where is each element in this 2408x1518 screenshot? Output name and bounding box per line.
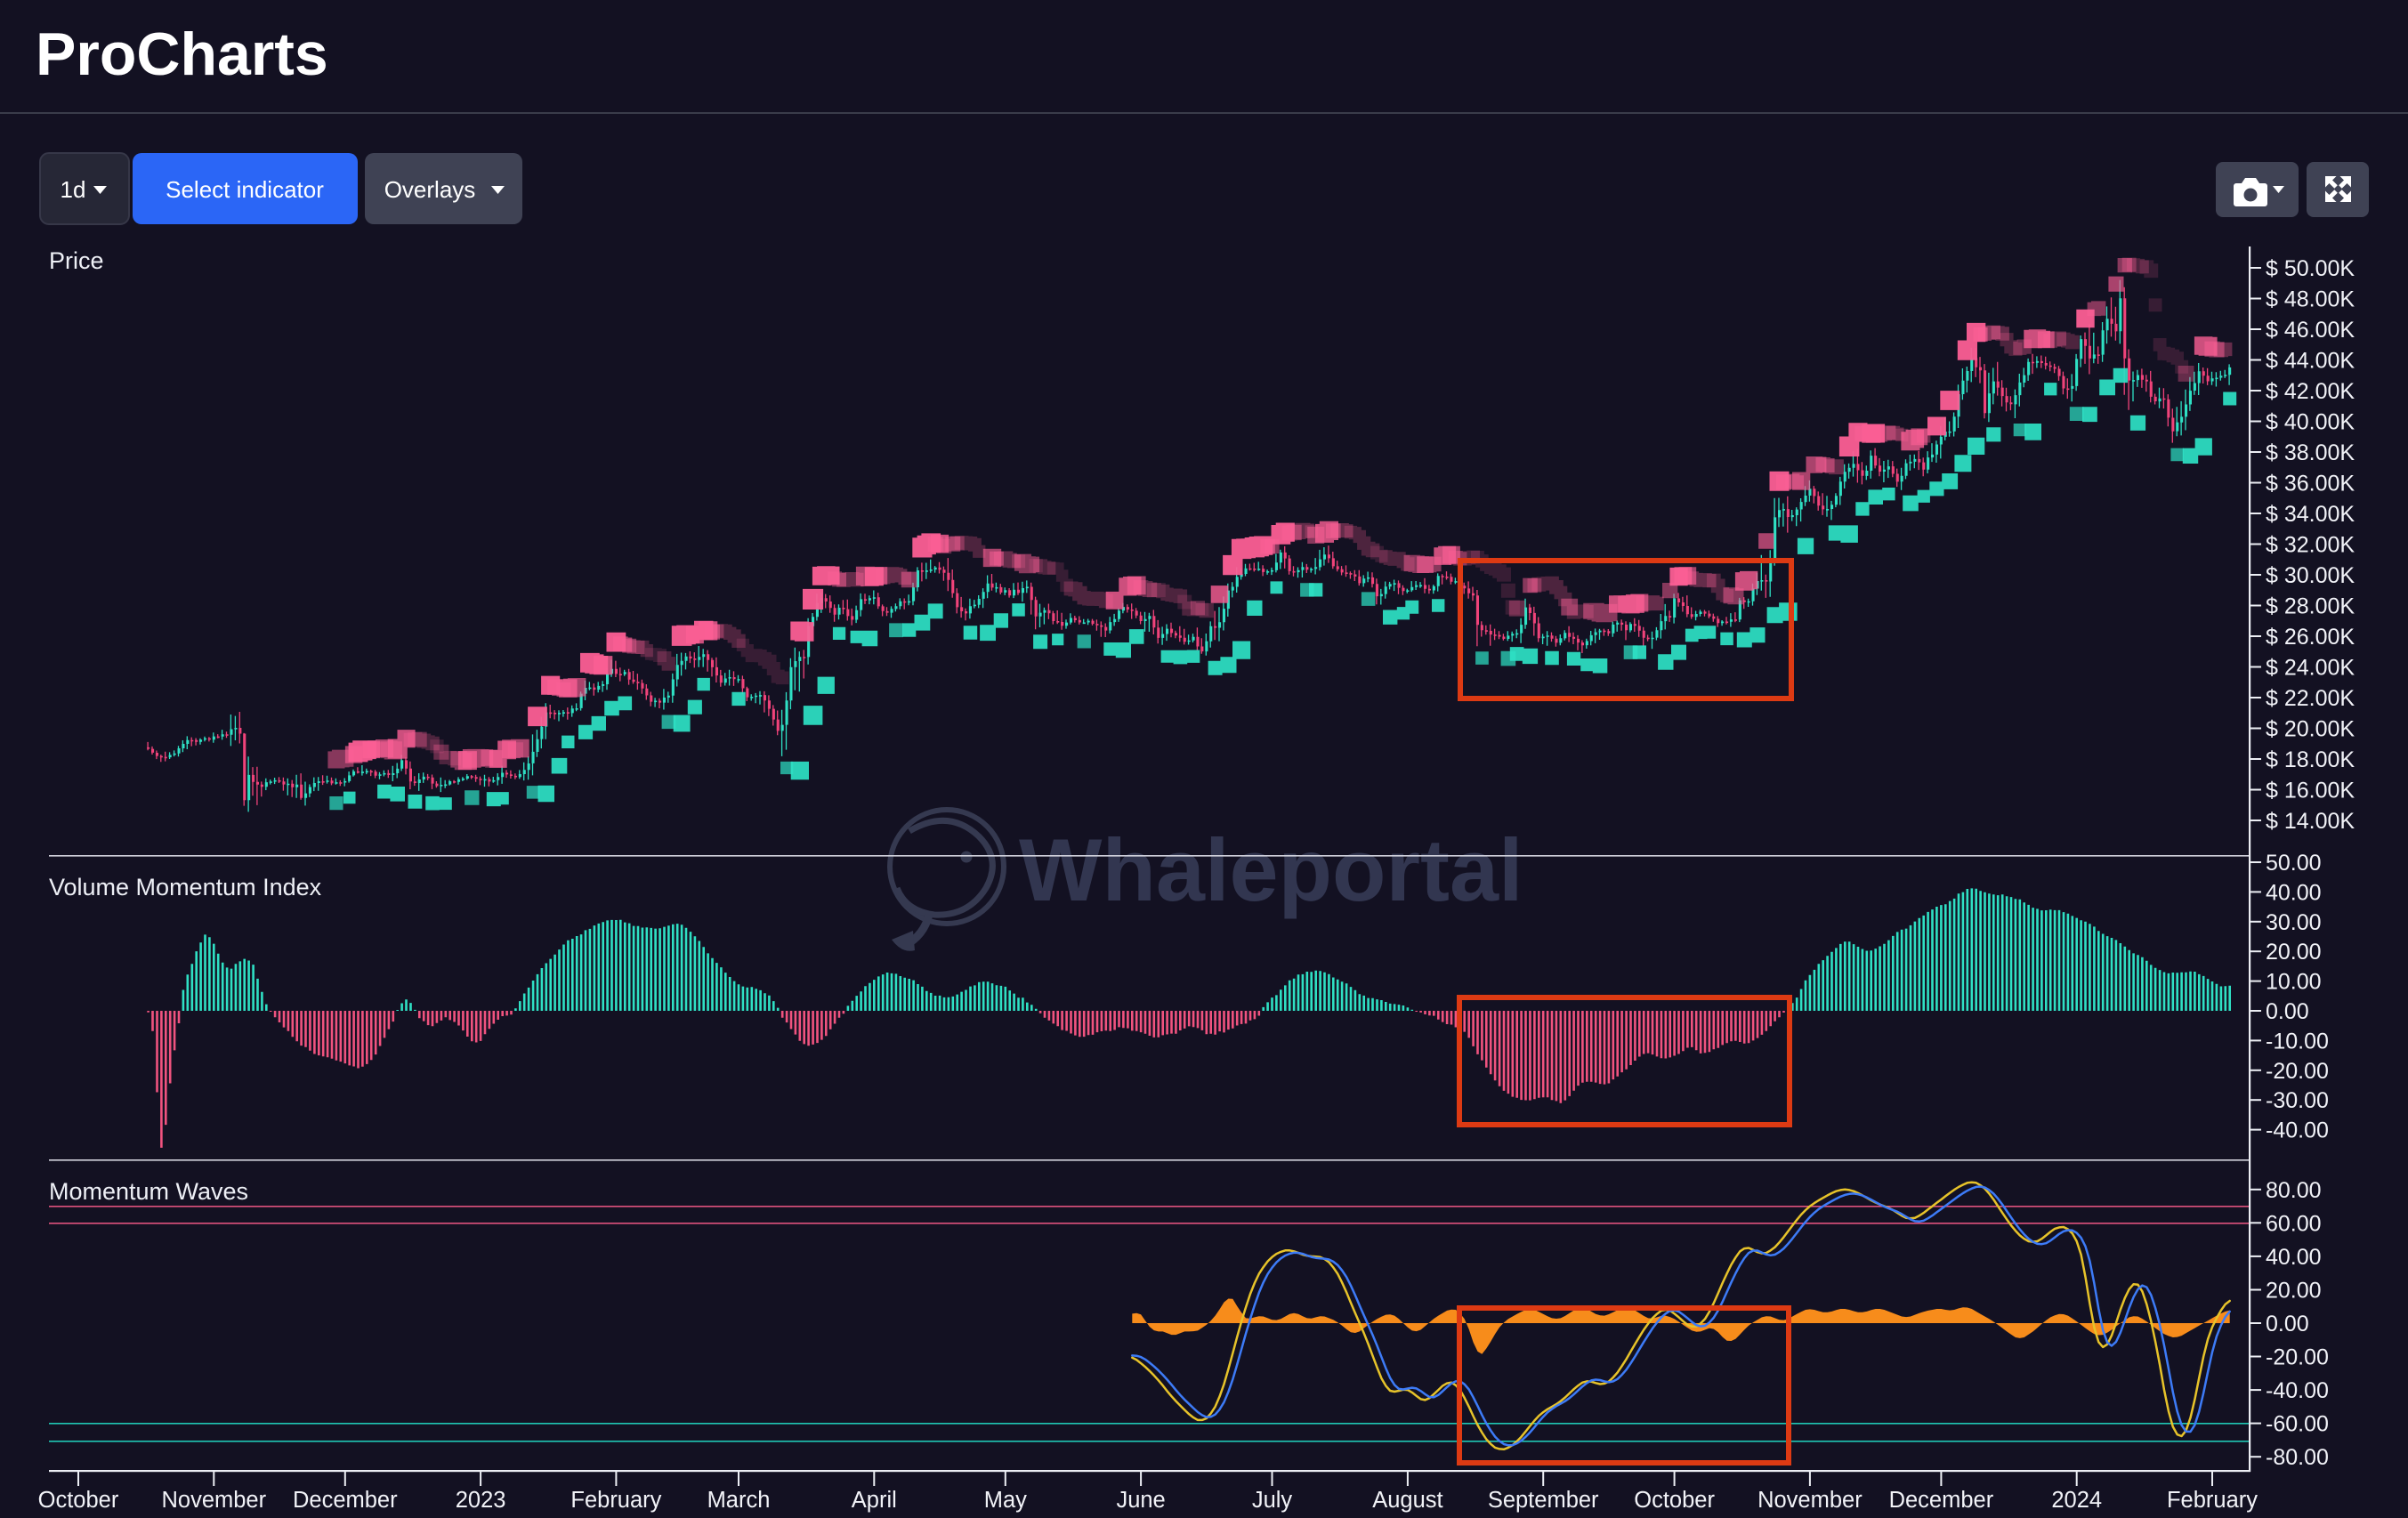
svg-text:Whaleportal: Whaleportal (1019, 820, 1523, 919)
svg-text:60.00: 60.00 (2266, 1211, 2322, 1236)
svg-text:0.00: 0.00 (2266, 1312, 2309, 1336)
svg-text:August: August (1372, 1488, 1442, 1513)
svg-text:$ 32.00K: $ 32.00K (2266, 533, 2355, 558)
svg-text:October: October (38, 1488, 119, 1513)
svg-text:-60.00: -60.00 (2266, 1412, 2329, 1437)
svg-text:1d: 1d (61, 176, 86, 203)
svg-text:$ 18.00K: $ 18.00K (2266, 747, 2355, 772)
svg-text:10.00: 10.00 (2266, 970, 2322, 995)
svg-text:$ 16.00K: $ 16.00K (2266, 779, 2355, 803)
svg-text:April: April (852, 1488, 897, 1513)
svg-text:$ 46.00K: $ 46.00K (2266, 318, 2355, 343)
svg-text:June: June (1116, 1488, 1165, 1513)
svg-text:October: October (1634, 1488, 1715, 1513)
svg-text:$ 14.00K: $ 14.00K (2266, 809, 2355, 834)
svg-text:March: March (707, 1488, 771, 1513)
svg-text:-40.00: -40.00 (2266, 1378, 2329, 1403)
svg-text:$ 26.00K: $ 26.00K (2266, 625, 2355, 650)
svg-text:30.00: 30.00 (2266, 910, 2322, 935)
svg-text:40.00: 40.00 (2266, 880, 2322, 905)
svg-text:February: February (2167, 1488, 2258, 1513)
svg-text:May: May (984, 1488, 1027, 1513)
svg-text:$ 28.00K: $ 28.00K (2266, 594, 2355, 619)
svg-text:$ 38.00K: $ 38.00K (2266, 440, 2355, 465)
svg-text:-20.00: -20.00 (2266, 1059, 2329, 1084)
svg-text:December: December (293, 1488, 398, 1513)
svg-text:$ 20.00K: $ 20.00K (2266, 717, 2355, 742)
svg-text:$ 22.00K: $ 22.00K (2266, 686, 2355, 711)
svg-text:-80.00: -80.00 (2266, 1445, 2329, 1470)
svg-text:20.00: 20.00 (2266, 940, 2322, 965)
svg-text:$ 34.00K: $ 34.00K (2266, 502, 2355, 527)
svg-text:-20.00: -20.00 (2266, 1345, 2329, 1370)
svg-text:-30.00: -30.00 (2266, 1088, 2329, 1113)
svg-text:November: November (1758, 1488, 1863, 1513)
svg-text:2023: 2023 (456, 1488, 506, 1513)
svg-text:$ 30.00K: $ 30.00K (2266, 563, 2355, 588)
svg-text:0.00: 0.00 (2266, 999, 2309, 1024)
svg-text:Volume Momentum Index: Volume Momentum Index (49, 874, 322, 900)
svg-text:-10.00: -10.00 (2266, 1029, 2329, 1054)
svg-text:February: February (570, 1488, 661, 1513)
svg-text:July: July (1252, 1488, 1293, 1513)
svg-text:80.00: 80.00 (2266, 1178, 2322, 1203)
svg-text:Overlays: Overlays (384, 176, 476, 203)
svg-text:$ 50.00K: $ 50.00K (2266, 256, 2355, 281)
svg-text:Select indicator: Select indicator (166, 176, 324, 203)
svg-text:$ 36.00K: $ 36.00K (2266, 472, 2355, 497)
svg-text:$ 44.00K: $ 44.00K (2266, 349, 2355, 374)
svg-text:Momentum Waves: Momentum Waves (49, 1178, 248, 1205)
svg-text:50.00: 50.00 (2266, 851, 2322, 876)
svg-text:20.00: 20.00 (2266, 1279, 2322, 1304)
svg-text:$ 40.00K: $ 40.00K (2266, 410, 2355, 435)
svg-text:December: December (1889, 1488, 1994, 1513)
svg-text:Price: Price (49, 247, 104, 274)
svg-text:$ 24.00K: $ 24.00K (2266, 656, 2355, 681)
svg-text:2024: 2024 (2051, 1488, 2102, 1513)
svg-text:$ 42.00K: $ 42.00K (2266, 379, 2355, 404)
svg-text:November: November (161, 1488, 266, 1513)
svg-text:September: September (1488, 1488, 1599, 1513)
svg-text:ProCharts: ProCharts (36, 20, 328, 88)
svg-text:$ 48.00K: $ 48.00K (2266, 287, 2355, 312)
svg-text:-40.00: -40.00 (2266, 1118, 2329, 1143)
svg-text:40.00: 40.00 (2266, 1245, 2322, 1270)
